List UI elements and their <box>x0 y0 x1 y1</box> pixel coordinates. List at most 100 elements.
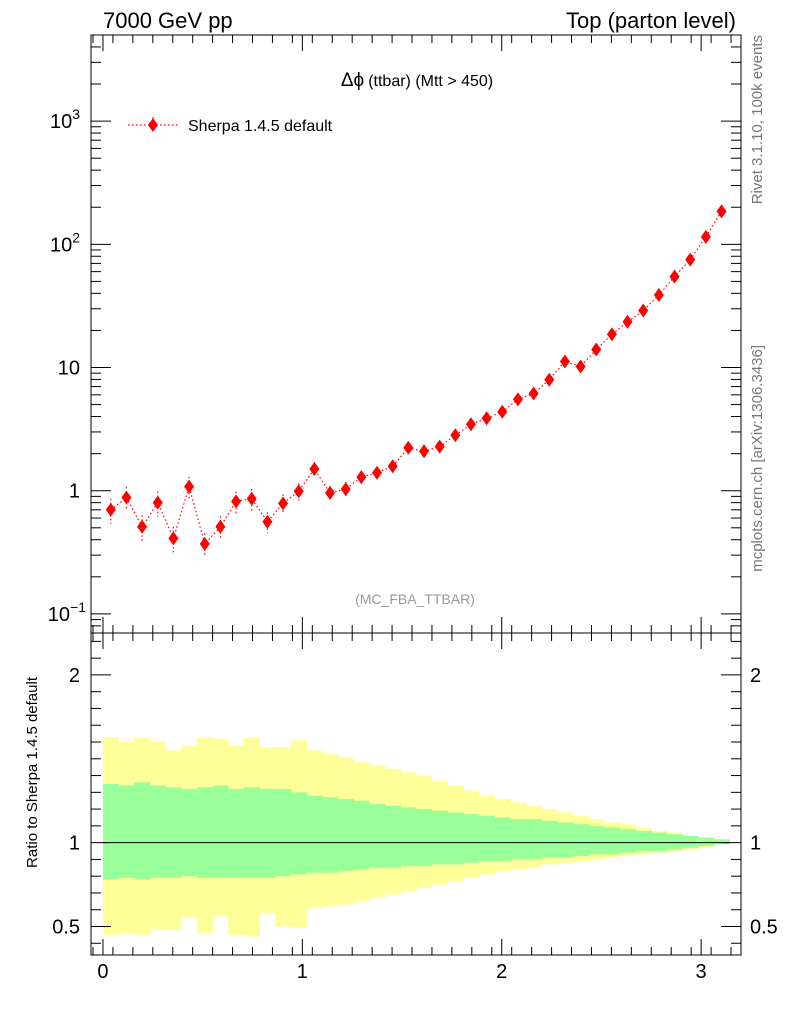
data-point <box>528 386 539 401</box>
y-tick-label-base: 10 <box>50 111 72 133</box>
legend-label: Sherpa 1.4.5 default <box>188 118 333 135</box>
inner-band <box>541 820 558 858</box>
y-tick-label-exponent: 2 <box>72 229 80 245</box>
plot-title-symbol: Δϕ <box>341 70 364 91</box>
ratio-y-tick-label-right: 2 <box>750 665 761 687</box>
plot-title: Δϕ (ttbar) (Mtt > 450) <box>341 70 493 91</box>
series-line <box>110 211 723 546</box>
data-point <box>199 536 210 551</box>
inner-band <box>118 785 135 878</box>
y-tick-label: 10−1 <box>48 599 86 626</box>
y-tick-label: 103 <box>50 106 80 133</box>
inner-band <box>134 782 151 880</box>
main-ticks <box>91 34 741 634</box>
inner-band <box>306 795 323 873</box>
inner-band <box>212 785 229 878</box>
inner-band <box>181 788 198 877</box>
inner-band <box>494 817 511 862</box>
y-tick-label: 10 <box>58 358 80 380</box>
inner-band <box>510 819 527 860</box>
inner-band <box>682 835 699 848</box>
data-point <box>293 484 304 499</box>
y-tick-label-exponent: −1 <box>70 599 86 615</box>
inner-band <box>447 812 464 865</box>
data-point <box>481 411 492 426</box>
data-point <box>403 440 414 455</box>
data-point <box>669 269 680 284</box>
rivet-label: Rivet 3.1.10, 100k events <box>749 35 766 204</box>
data-point <box>152 495 163 510</box>
data-point <box>231 494 242 509</box>
x-tick-label: 2 <box>496 961 507 983</box>
inner-band <box>478 815 495 862</box>
x-tick-label: 0 <box>97 961 108 983</box>
data-point <box>685 252 696 267</box>
mcplots-label: mcplots.cern.ch [arXiv:1306.3436] <box>749 345 766 572</box>
inner-band <box>635 830 652 852</box>
ratio-ticks <box>91 633 741 955</box>
inner-band <box>416 809 433 867</box>
inner-band <box>572 824 589 857</box>
y-tick-label-base: 10 <box>48 604 70 626</box>
header-left: 7000 GeV pp <box>103 8 233 33</box>
header-right: Top (parton level) <box>566 8 736 33</box>
inner-band <box>619 829 636 853</box>
inner-band <box>228 788 245 878</box>
data-point <box>105 502 116 517</box>
data-point <box>356 470 367 485</box>
y-tick-label-base: 1 <box>69 481 80 503</box>
inner-band <box>604 827 621 855</box>
inner-band <box>666 834 683 850</box>
data-point <box>168 531 179 546</box>
watermark: (MC_FBA_TTBAR) <box>355 591 475 607</box>
data-point <box>418 444 429 459</box>
inner-band <box>243 787 261 878</box>
inner-band <box>557 822 574 858</box>
y-tick-label-base: 10 <box>50 234 72 256</box>
ratio-bands <box>102 736 730 937</box>
data-point <box>544 372 555 387</box>
data-point <box>575 359 586 374</box>
inner-band <box>400 807 417 867</box>
legend: Sherpa 1.4.5 default <box>128 117 333 135</box>
ratio-y-tick-label-right: 0.5 <box>750 916 778 938</box>
inner-band <box>713 839 730 845</box>
data-point <box>434 439 445 454</box>
inner-band <box>698 837 715 846</box>
ratio-tick-labels: 0.5 0.5 1 1 2 2 0 1 2 3 <box>52 665 778 983</box>
inner-band <box>651 832 668 852</box>
data-point <box>512 392 523 407</box>
plot-title-text: (ttbar) (Mtt > 450) <box>368 73 493 90</box>
data-point <box>278 496 289 511</box>
ratio-y-tick-label: 0.5 <box>52 916 80 938</box>
legend-marker <box>148 118 158 132</box>
main-data <box>105 204 727 558</box>
data-point <box>309 462 320 477</box>
data-point <box>325 485 336 500</box>
inner-band <box>290 792 308 875</box>
inner-band <box>384 805 402 868</box>
inner-band <box>322 797 339 873</box>
data-point <box>465 417 476 432</box>
ratio-y-tick-label: 1 <box>69 833 80 855</box>
inner-band <box>165 787 182 878</box>
y-tick-label: 1 <box>69 481 80 503</box>
data-point <box>622 314 633 329</box>
data-point <box>262 514 273 529</box>
data-point <box>559 354 570 369</box>
ratio-y-tick-label: 2 <box>69 665 80 687</box>
data-point <box>638 303 649 318</box>
ratio-ylabel: Ratio to Sherpa 1.4.5 default <box>24 676 41 868</box>
data-point <box>372 465 382 480</box>
inner-band <box>149 785 167 878</box>
data-point <box>606 327 617 342</box>
inner-band <box>196 787 214 878</box>
y-tick-label-exponent: 3 <box>72 106 80 122</box>
data-point <box>215 519 226 534</box>
data-point <box>700 229 711 244</box>
inner-band <box>525 819 542 860</box>
inner-band <box>369 804 386 868</box>
